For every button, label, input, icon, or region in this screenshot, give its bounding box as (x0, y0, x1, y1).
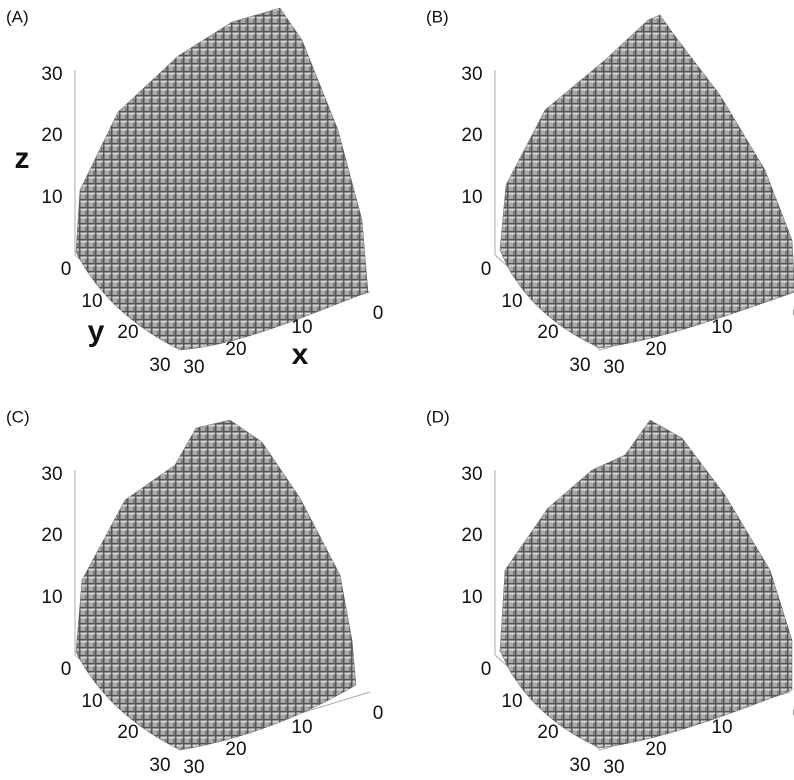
x-tick-label: 20 (645, 739, 666, 760)
x-tick-label: 10 (711, 717, 732, 738)
x-tick-label: 20 (225, 739, 246, 760)
z-tick-label: 0 (481, 259, 492, 280)
panel: (C) 0 10 20 30 10 20 30 0 10 20 30 (6, 407, 383, 778)
y-tick-label: 20 (117, 722, 138, 743)
y-tick-label: 30 (569, 355, 590, 376)
z-tick-label: 30 (41, 464, 62, 485)
x-tick-label: 30 (183, 757, 204, 778)
panel-label: (A) (6, 7, 29, 26)
y-axis-label: y (88, 315, 105, 348)
y-tick-label: 30 (569, 755, 590, 776)
z-tick-label: 0 (481, 659, 492, 680)
x-axis-label: x (292, 338, 309, 371)
voxel-shape (500, 15, 794, 348)
y-tick-label: 20 (537, 722, 558, 743)
panel-label: (C) (6, 407, 30, 426)
z-axis-label: z (15, 142, 30, 175)
x-tick-label: 30 (603, 357, 624, 378)
y-tick-label: 10 (501, 691, 522, 712)
panel-label: (B) (426, 7, 449, 26)
x-tick-label: 0 (373, 303, 384, 324)
x-tick-label: 20 (645, 339, 666, 360)
voxel-shape (76, 420, 356, 750)
y-tick-label: 10 (81, 291, 102, 312)
y-tick-label: 30 (149, 355, 170, 376)
z-tick-label: 20 (41, 525, 62, 546)
x-tick-label: 10 (291, 717, 312, 738)
z-tick-label: 10 (461, 587, 482, 608)
y-tick-label: 20 (117, 322, 138, 343)
z-tick-label: 0 (61, 659, 72, 680)
y-tick-label: 30 (149, 755, 170, 776)
x-tick-label: 30 (183, 357, 204, 378)
z-tick-label: 10 (41, 587, 62, 608)
x-tick-label: 10 (711, 317, 732, 338)
y-tick-label: 20 (537, 322, 558, 343)
z-tick-label: 10 (461, 187, 482, 208)
z-tick-label: 20 (41, 125, 62, 146)
z-tick-label: 30 (41, 64, 62, 85)
y-tick-label: 10 (501, 291, 522, 312)
panel-label: (D) (426, 407, 450, 426)
z-tick-label: 10 (41, 187, 62, 208)
x-tick-label: 0 (373, 703, 384, 724)
figure: (A) 0 10 20 30 10 20 30 0 10 20 30 z y x (B) 0 10 20 30 10 20… (0, 0, 794, 780)
z-tick-label: 0 (61, 259, 72, 280)
voxel-shape (500, 420, 792, 748)
x-tick-label: 30 (603, 757, 624, 778)
voxel-shape (76, 8, 368, 350)
x-tick-label: 10 (291, 317, 312, 338)
panel: (A) 0 10 20 30 10 20 30 0 10 20 30 z y x (6, 7, 383, 378)
z-tick-label: 30 (461, 64, 482, 85)
z-tick-label: 20 (461, 525, 482, 546)
z-tick-label: 20 (461, 125, 482, 146)
y-tick-label: 10 (81, 691, 102, 712)
x-tick-label: 20 (225, 339, 246, 360)
z-tick-label: 30 (461, 464, 482, 485)
